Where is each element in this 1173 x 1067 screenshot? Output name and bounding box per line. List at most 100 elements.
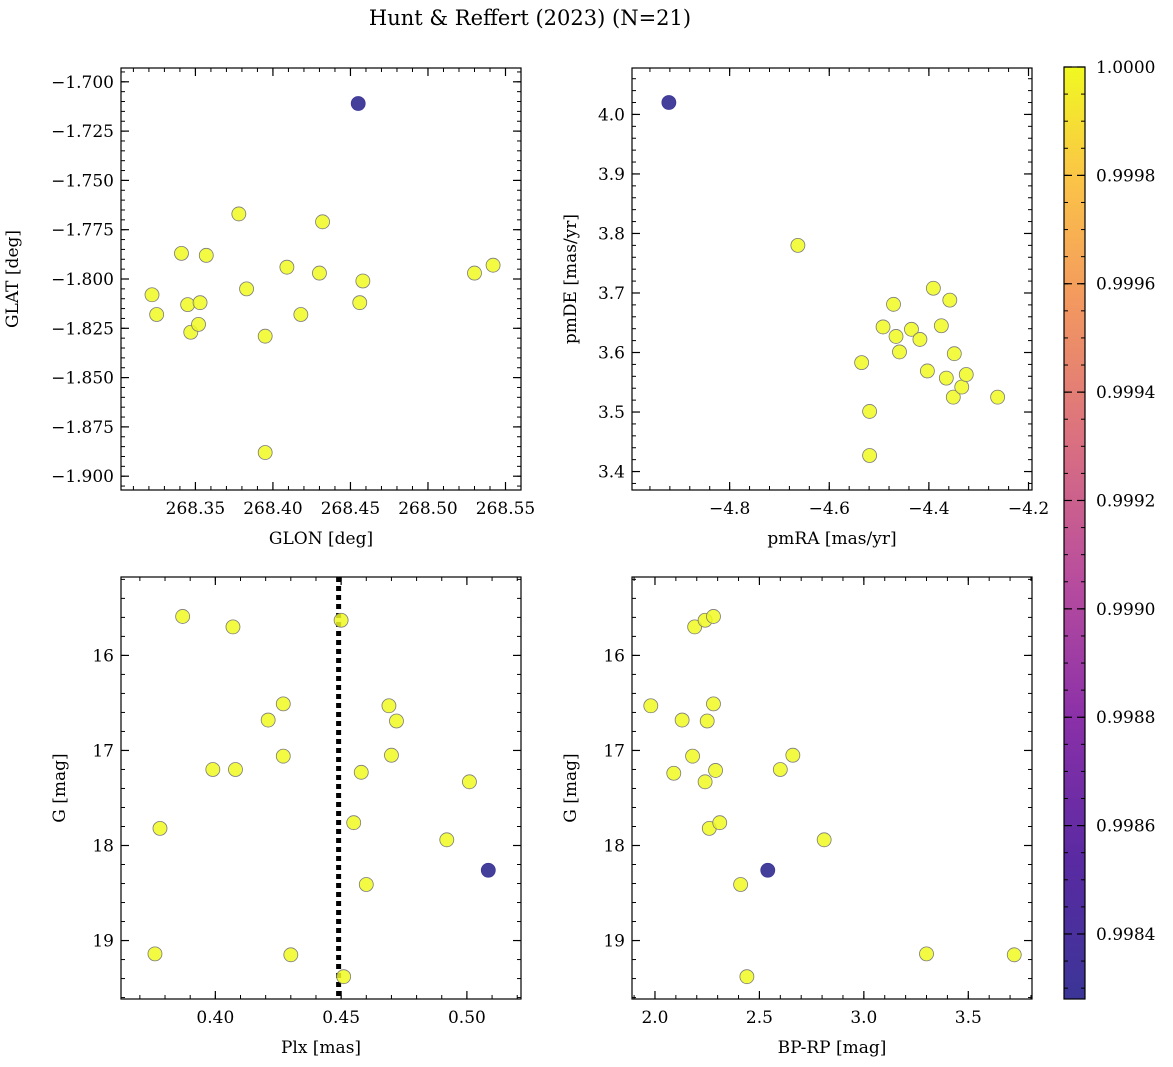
member-point <box>862 448 878 463</box>
colorbar-tick-label: 0.9990 <box>1096 600 1155 620</box>
member-point <box>733 877 749 892</box>
colorbar: 0.9984 0.9986 0.9988 0.9990 0.9992 0.9994 0.99… <box>1063 58 1155 1000</box>
member-point <box>739 969 755 985</box>
member-point <box>954 379 970 395</box>
y-tick-label: 18 <box>92 837 114 857</box>
y-tick-label: −1.725 <box>51 122 114 142</box>
member-point <box>942 292 958 308</box>
member-point <box>912 332 928 347</box>
member-point <box>854 355 870 371</box>
member-point <box>706 609 721 624</box>
member-point <box>205 762 221 777</box>
y-tick-label: −1.750 <box>51 171 114 191</box>
member-point <box>353 764 369 780</box>
x-tick-label: −4.4 <box>908 499 949 519</box>
member-point <box>643 698 659 714</box>
member-point <box>312 265 327 281</box>
member-point <box>352 295 368 311</box>
member-point <box>239 281 254 297</box>
member-point <box>275 696 291 712</box>
y-tick-label: −1.775 <box>51 221 114 241</box>
x-tick-label: 0.45 <box>322 1008 360 1028</box>
member-point <box>919 363 935 379</box>
member-point <box>945 389 961 405</box>
y-tick-label: −1.800 <box>51 270 114 290</box>
member-point <box>315 214 330 230</box>
member-point <box>462 774 477 790</box>
x-tick-label: 2.0 <box>641 1008 668 1028</box>
member-point <box>674 712 690 728</box>
member-point <box>228 762 243 777</box>
member-point <box>785 747 801 763</box>
member-point <box>904 321 919 337</box>
member-point <box>439 832 455 848</box>
member-point <box>257 328 273 344</box>
x-tick-label: 2.5 <box>746 1008 773 1028</box>
colorbar-gradient <box>1063 66 1086 1000</box>
member-point <box>147 946 163 962</box>
member-point <box>175 609 191 624</box>
member-point <box>381 698 397 714</box>
y-tick-label: −1.900 <box>51 467 114 487</box>
colorbar-tick-label: 0.9994 <box>1096 383 1155 403</box>
member-point <box>174 245 189 261</box>
x-tick-label: 268.45 <box>321 499 380 519</box>
figure-title: Hunt & Reffert (2023) (N=21) <box>368 6 692 30</box>
member-point <box>925 280 941 296</box>
y-tick-label: 3.4 <box>598 463 625 483</box>
plot-frame <box>631 67 1033 491</box>
member-point <box>708 763 723 778</box>
member-point <box>260 712 276 728</box>
y-tick-label: 18 <box>603 837 625 857</box>
y-tick-label: −1.875 <box>51 418 114 438</box>
colorbar-tick-label: 0.9996 <box>1096 275 1155 295</box>
member-point <box>293 307 309 322</box>
member-point <box>712 815 728 831</box>
member-point <box>816 832 832 848</box>
member-point <box>336 969 352 985</box>
y-tick-label: 17 <box>92 741 114 761</box>
x-tick-label: 3.0 <box>850 1008 877 1028</box>
outlier-point <box>661 95 677 110</box>
x-tick-label: −4.8 <box>709 499 750 519</box>
y-axis-label: GLAT [deg] <box>3 230 23 328</box>
y-tick-label: 3.8 <box>598 224 625 244</box>
x-axis-label: BP-RP [mag] <box>778 1038 887 1058</box>
y-axis-label: pmDE [mas/yr] <box>561 214 581 344</box>
outlier-point <box>350 96 366 111</box>
y-tick-label: −1.850 <box>51 369 114 389</box>
member-point <box>919 946 934 962</box>
x-tick-label: 268.35 <box>166 499 225 519</box>
member-point <box>790 237 806 253</box>
member-point <box>687 619 703 635</box>
colorbar-tick-label: 0.9984 <box>1096 925 1155 945</box>
x-tick-label: −4.6 <box>809 499 850 519</box>
x-axis-label: pmRA [mas/yr] <box>767 529 896 549</box>
y-tick-label: 3.9 <box>598 165 625 185</box>
member-point <box>384 747 399 763</box>
member-point <box>231 206 247 222</box>
x-axis-label: GLON [deg] <box>269 529 373 549</box>
member-point <box>225 619 241 635</box>
member-point <box>946 346 962 362</box>
x-tick-label: 0.40 <box>196 1008 234 1028</box>
member-point <box>389 713 404 729</box>
member-point <box>333 612 349 628</box>
member-point <box>706 696 721 712</box>
member-point <box>862 404 878 419</box>
member-point <box>192 295 208 311</box>
panel-color-magnitude: 2.0 2.5 3.0 3.5 16 17 18 19 BP-RP [mag] G [mag] <box>561 576 1033 1058</box>
member-point <box>180 297 196 313</box>
panel-sky-position: 268.35 268.40 268.45 268.50 268.55 −1.700 −1.7… <box>3 67 535 549</box>
x-axis-label: Plx [mas] <box>281 1038 361 1058</box>
member-point <box>933 318 949 334</box>
y-axis-label: G [mag] <box>50 753 70 822</box>
y-tick-label: 4.0 <box>598 105 625 125</box>
x-tick-label: 268.40 <box>243 499 302 519</box>
x-tick-label: −4.2 <box>1008 499 1049 519</box>
member-point <box>772 762 788 777</box>
y-tick-label: 3.7 <box>598 284 625 304</box>
x-tick-label: 0.50 <box>448 1008 486 1028</box>
member-point <box>144 287 160 303</box>
colorbar-tick-label: 1.0000 <box>1096 58 1155 78</box>
